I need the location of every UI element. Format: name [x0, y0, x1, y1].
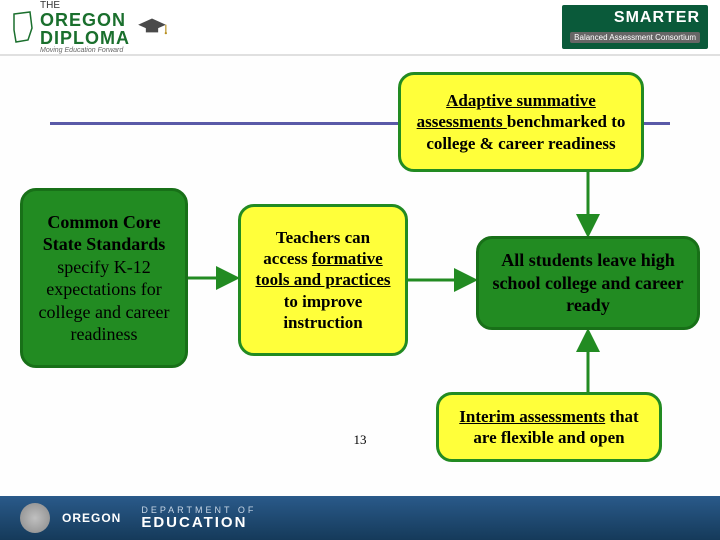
footer-dept: DEPARTMENT OF EDUCATION — [141, 506, 256, 530]
flow-node-n1: Common Core State Standards specify K-12… — [20, 188, 188, 368]
logo-the: THE — [40, 1, 130, 11]
logo-diploma: DIPLOMA — [40, 29, 130, 47]
flow-node-text: Adaptive summative assessments benchmark… — [413, 90, 629, 154]
flow-node-text: All students leave high school college a… — [491, 249, 685, 317]
page-number: 13 — [354, 432, 367, 448]
flow-node-n3: Teachers can access formative tools and … — [238, 204, 408, 356]
smarter-logo: SMARTER Balanced Assessment Consortium — [562, 5, 708, 49]
logo-tagline: Moving Education Forward — [40, 47, 130, 54]
flow-node-n2: Adaptive summative assessments benchmark… — [398, 72, 644, 172]
state-outline-icon — [12, 10, 34, 44]
smarter-logo-line2: Balanced Assessment Consortium — [570, 32, 700, 43]
flow-node-text: Interim assessments that are flexible an… — [451, 406, 647, 449]
flow-node-text: Teachers can access formative tools and … — [253, 227, 393, 333]
footer-dept-l2: EDUCATION — [141, 515, 256, 530]
oregon-seal-icon — [20, 503, 50, 533]
flow-node-text: Common Core State Standards specify K-12… — [35, 211, 173, 346]
logo-text: THE OREGON DIPLOMA Moving Education Forw… — [40, 1, 130, 54]
footer-bar: OREGON DEPARTMENT OF EDUCATION — [0, 496, 720, 540]
smarter-logo-line1: SMARTER — [570, 9, 700, 27]
flow-node-n4: All students leave high school college a… — [476, 236, 700, 330]
logo-oregon: OREGON — [40, 11, 130, 29]
grad-cap-icon — [136, 17, 168, 37]
footer-oregon: OREGON — [62, 511, 121, 525]
oregon-diploma-logo: THE OREGON DIPLOMA Moving Education Forw… — [12, 1, 168, 54]
header-bar: THE OREGON DIPLOMA Moving Education Forw… — [0, 0, 720, 56]
flow-node-n5: Interim assessments that are flexible an… — [436, 392, 662, 462]
slide-area: Common Core State Standards specify K-12… — [0, 56, 720, 496]
